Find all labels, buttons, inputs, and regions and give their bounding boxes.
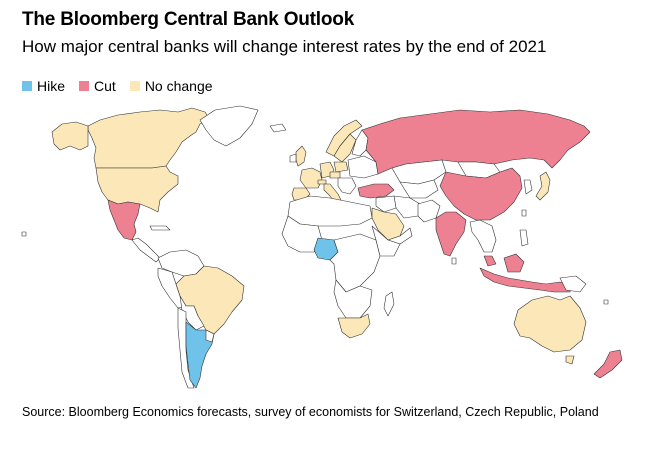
- country-alaska: [51, 121, 89, 151]
- country-papua: [559, 275, 587, 293]
- country-sri-lanka: [451, 257, 457, 265]
- country-central-america: [131, 237, 161, 263]
- country-hawaii: [21, 231, 27, 237]
- country-korea: [523, 179, 533, 195]
- country-south-africa: [337, 313, 371, 339]
- country-indonesia: [479, 267, 573, 293]
- country-balkans: [337, 177, 357, 195]
- country-mexico: [107, 199, 141, 241]
- country-iran: [393, 195, 421, 219]
- country-australia: [513, 295, 587, 353]
- country-czech-republic: [329, 171, 341, 179]
- country-tasmania: [565, 355, 575, 365]
- country-iceland: [269, 123, 287, 133]
- country-usa: [95, 165, 179, 213]
- legend-item-cut: Cut: [79, 78, 116, 94]
- country-china: [439, 167, 523, 221]
- legend-swatch-hike: [22, 81, 32, 91]
- country-ireland: [289, 153, 297, 163]
- country-madagascar: [383, 291, 395, 317]
- country-india: [435, 211, 467, 257]
- chart-subtitle: How major central banks will change inte…: [22, 37, 547, 56]
- country-borneo: [503, 253, 525, 273]
- source-note: Source: Bloomberg Economics forecasts, s…: [22, 405, 599, 419]
- legend: Hike Cut No change: [22, 78, 213, 94]
- country-southeast-asia: [469, 219, 497, 253]
- country-north-africa: [287, 195, 373, 227]
- legend-label-hike: Hike: [37, 78, 66, 94]
- chart-title: The Bloomberg Central Bank Outlook: [22, 9, 355, 30]
- country-taiwan: [521, 209, 527, 217]
- legend-item-hike: Hike: [22, 78, 65, 94]
- country-japan: [535, 171, 551, 201]
- country-southern-africa: [333, 279, 373, 319]
- legend-swatch-no-change: [129, 81, 140, 91]
- country-uk: [295, 145, 307, 167]
- country-cuba: [149, 225, 171, 231]
- legend-label-cut: Cut: [94, 78, 116, 94]
- country-uruguay: [205, 329, 215, 343]
- country-pacific-islands: [603, 299, 609, 305]
- country-iraq-syria: [375, 195, 397, 213]
- country-turkey: [357, 183, 395, 199]
- country-france: [299, 167, 323, 189]
- country-canada: [87, 107, 211, 169]
- country-philippines: [519, 229, 529, 247]
- country-switzerland: [317, 179, 327, 185]
- legend-swatch-cut: [79, 81, 90, 91]
- country-poland: [333, 161, 349, 173]
- country-new-zealand: [593, 349, 623, 379]
- legend-label-no-change: No change: [144, 78, 213, 94]
- country-russia: [361, 109, 591, 175]
- country-malaysia: [483, 255, 497, 267]
- country-greenland: [199, 105, 259, 147]
- country-west-africa: [281, 215, 323, 253]
- legend-item-no-change: No change: [129, 78, 213, 94]
- world-map: [21, 105, 623, 389]
- country-horn-of-africa: [371, 225, 401, 257]
